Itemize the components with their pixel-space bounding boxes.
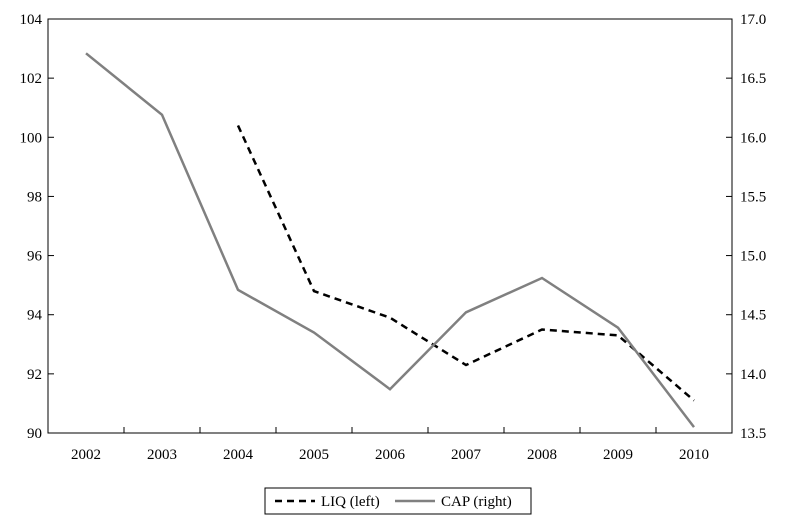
y-right-tick-label: 14.5 bbox=[740, 308, 766, 324]
y-right-tick-label: 14.0 bbox=[740, 367, 766, 383]
y-right-tick-label: 16.0 bbox=[740, 130, 766, 146]
y-right-tick-label: 15.0 bbox=[740, 249, 766, 265]
y-right-tick-label: 17.0 bbox=[740, 12, 766, 28]
y-left-tick-label: 98 bbox=[27, 189, 42, 205]
y-left-tick-label: 96 bbox=[27, 249, 43, 265]
x-tick-label: 2009 bbox=[603, 447, 633, 463]
y-left-tick-label: 104 bbox=[20, 12, 43, 28]
series-line-liq bbox=[236, 124, 695, 402]
y-right-tick-label: 15.5 bbox=[740, 189, 766, 205]
legend: LIQ (left) CAP (right) bbox=[264, 487, 532, 515]
series-layer bbox=[85, 52, 695, 428]
y-axis-right: 13.5 14.0 14.5 15.0 15.5 16.0 16.5 17.0 bbox=[726, 12, 766, 442]
y-left-tick-label: 92 bbox=[27, 367, 42, 383]
y-axis-left: 90 92 94 96 98 100 102 104 bbox=[20, 12, 54, 442]
x-axis: 2002 2003 2004 2005 2006 2007 2008 2009 2010 bbox=[47, 427, 733, 463]
x-tick-label: 2008 bbox=[527, 447, 557, 463]
x-tick-label: 2005 bbox=[299, 447, 329, 463]
x-tick-label: 2006 bbox=[375, 447, 406, 463]
legend-label-cap: CAP (right) bbox=[441, 494, 512, 510]
series-line-cap bbox=[85, 52, 695, 428]
y-left-tick-label: 90 bbox=[27, 426, 42, 442]
y-right-tick-label: 13.5 bbox=[740, 426, 766, 442]
legend-label-liq: LIQ (left) bbox=[321, 494, 380, 510]
x-tick-label: 2010 bbox=[679, 447, 709, 463]
y-left-tick-label: 94 bbox=[27, 308, 43, 324]
plot-frame bbox=[47, 18, 733, 434]
y-right-tick-label: 16.5 bbox=[740, 71, 766, 87]
x-tick-label: 2007 bbox=[451, 447, 482, 463]
x-tick-label: 2004 bbox=[223, 447, 254, 463]
x-tick-label: 2003 bbox=[147, 447, 177, 463]
y-left-tick-label: 100 bbox=[20, 130, 43, 146]
y-left-tick-label: 102 bbox=[20, 71, 43, 87]
x-tick-label: 2002 bbox=[71, 447, 101, 463]
